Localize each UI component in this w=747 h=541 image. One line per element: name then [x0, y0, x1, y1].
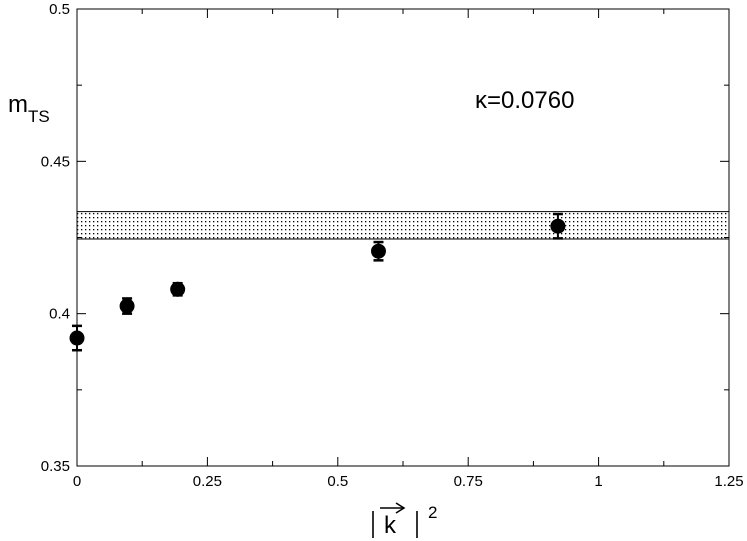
- error-band: [77, 211, 729, 240]
- y-axis-title-main: m: [8, 91, 28, 118]
- y-axis-title: mTS: [8, 91, 50, 126]
- kappa-annotation: κ=0.0760: [475, 87, 574, 114]
- y-tick-label: 0.5: [49, 1, 70, 18]
- x-axis-title-vector: k: [384, 512, 397, 539]
- y-tick-label: 0.35: [41, 458, 70, 475]
- x-axis-title: k 2: [372, 502, 437, 539]
- vector-arrow-head: [395, 502, 406, 514]
- x-tick-label: 0.25: [193, 473, 222, 490]
- x-tick-label: 0: [73, 473, 81, 490]
- x-tick-label: 0.75: [454, 473, 483, 490]
- data-point: [550, 218, 566, 234]
- data-point: [170, 281, 186, 297]
- y-axis-title-sub: TS: [28, 107, 50, 126]
- x-tick-label: 1.25: [714, 473, 743, 490]
- data-point: [370, 243, 386, 259]
- x-tick-label: 1: [594, 473, 602, 490]
- y-tick-label: 0.4: [49, 306, 70, 323]
- y-tick-label: 0.45: [41, 153, 70, 170]
- x-axis-title-exponent: 2: [428, 503, 437, 522]
- data-point: [119, 298, 135, 314]
- x-tick-label: 0.5: [327, 473, 348, 490]
- data-point: [69, 330, 85, 346]
